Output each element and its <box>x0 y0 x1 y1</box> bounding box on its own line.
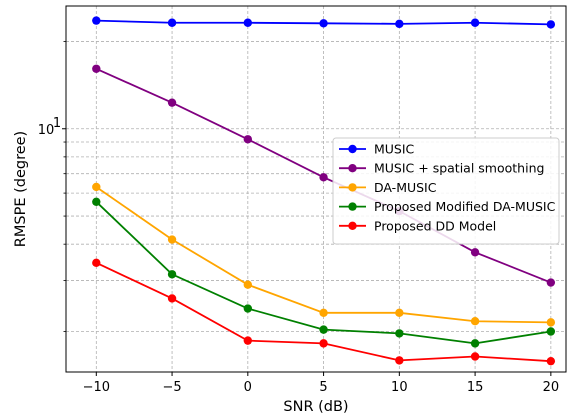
data-point <box>243 336 253 345</box>
data-point <box>470 317 480 326</box>
data-point <box>92 258 101 268</box>
plot-frame <box>65 5 567 373</box>
y-tick-exponent: 1 <box>53 116 61 131</box>
legend-entry-2: DA-MUSIC <box>339 180 437 195</box>
legend-marker <box>348 202 357 211</box>
legend-label: MUSIC <box>374 142 415 157</box>
x-tick-label: 0 <box>244 380 252 395</box>
legend-label: Proposed DD Model <box>374 218 496 233</box>
data-point <box>92 197 101 206</box>
legend-marker <box>348 221 357 230</box>
series-2 <box>92 182 556 327</box>
legend-entry-1: MUSIC + spatial smoothing <box>339 161 544 176</box>
x-axis-label: SNR (dB) <box>283 399 348 415</box>
data-point <box>546 278 556 287</box>
x-tick-label: 10 <box>391 380 408 395</box>
data-point <box>546 327 556 336</box>
data-point <box>470 352 480 361</box>
data-point <box>92 16 101 25</box>
data-point <box>319 173 328 182</box>
x-tick-label: 5 <box>319 380 327 395</box>
series-group <box>92 16 556 366</box>
data-point <box>395 19 404 29</box>
data-point <box>167 98 177 107</box>
x-tick-label: 15 <box>467 380 484 395</box>
x-tick-label: −5 <box>162 380 181 395</box>
legend-label: Proposed Modified DA-MUSIC <box>374 199 556 214</box>
data-point <box>167 294 177 303</box>
x-tick-label: −10 <box>83 380 110 395</box>
legend-entry-0: MUSIC <box>339 142 415 157</box>
legend-label: MUSIC + spatial smoothing <box>374 161 544 176</box>
y-tick-label: 10 <box>38 123 55 138</box>
data-point <box>167 235 177 244</box>
data-point <box>243 280 253 289</box>
data-point <box>92 64 101 73</box>
legend: MUSIC MUSIC + spatial smoothing DA-MUSIC Pr… <box>332 137 560 245</box>
legend-marker <box>348 144 357 154</box>
series-0 <box>92 16 556 29</box>
legend-entry-3: Proposed Modified DA-MUSIC <box>339 199 556 214</box>
series-3 <box>92 197 556 348</box>
data-point <box>243 18 253 27</box>
legend-marker <box>348 164 357 173</box>
data-point <box>546 318 556 327</box>
x-tick-label: 20 <box>543 380 560 395</box>
data-point <box>319 19 328 28</box>
legend-entry-4: Proposed DD Model <box>339 218 496 233</box>
data-point <box>395 308 404 317</box>
data-point <box>395 356 404 365</box>
data-point <box>319 308 328 317</box>
data-point <box>395 329 404 338</box>
data-point <box>92 182 101 192</box>
data-point <box>470 18 480 27</box>
data-point <box>470 339 480 348</box>
data-point <box>167 270 177 279</box>
data-point <box>470 248 480 257</box>
series-4 <box>92 258 556 366</box>
y-axis-label: RMSPE (degree) <box>13 131 29 247</box>
data-point <box>167 18 177 27</box>
legend-label: DA-MUSIC <box>374 180 437 195</box>
data-point <box>243 135 253 144</box>
data-point <box>243 304 253 313</box>
data-point <box>546 20 556 29</box>
data-point <box>319 325 328 334</box>
data-point <box>319 339 328 348</box>
data-point <box>546 356 556 366</box>
legend-marker <box>348 183 357 192</box>
legend-box <box>332 137 560 245</box>
